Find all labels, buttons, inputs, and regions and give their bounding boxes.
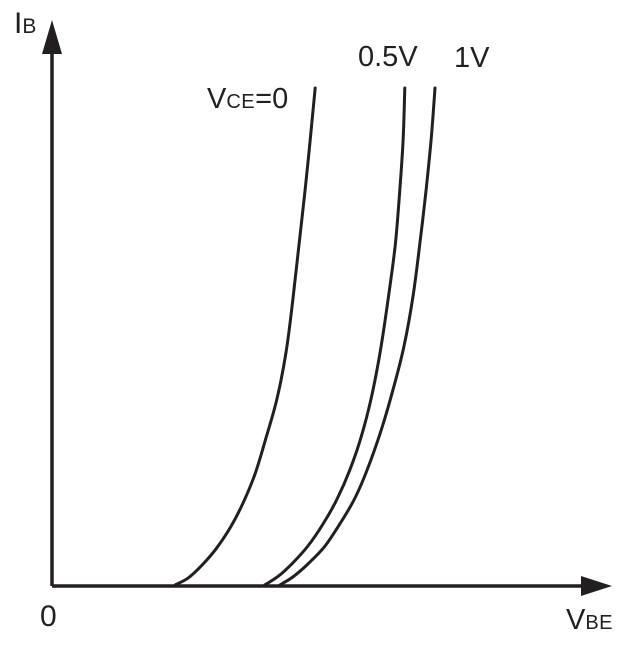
origin-label: 0 xyxy=(40,600,57,633)
curve-label-vce-1v-text: 1V xyxy=(454,42,490,74)
y-axis-label-main: I xyxy=(14,7,23,40)
curve-label-vce-0-post: =0 xyxy=(255,83,289,115)
y-axis-arrow xyxy=(42,20,62,54)
y-axis-label: IB xyxy=(14,7,37,40)
curve-label-vce-0p5v-text: 0.5V xyxy=(358,41,418,73)
curve-vce-0 xyxy=(173,86,317,587)
curve-label-vce-0: VCE=0 xyxy=(207,83,289,116)
origin-label-text: 0 xyxy=(40,600,57,633)
x-axis-arrow xyxy=(581,576,612,596)
x-axis-label-subscript: BE xyxy=(585,612,614,634)
y-axis-label-subscript: B xyxy=(22,15,37,38)
curve-vce-0p5v xyxy=(263,86,407,587)
curve-label-vce-0p5v: 0.5V xyxy=(358,41,418,74)
curve-vce-1v xyxy=(278,86,437,587)
curve-label-vce-0-pre: V xyxy=(207,83,227,115)
curve-label-vce-0-subscript: CE xyxy=(226,91,256,113)
curve-label-vce-1v: 1V xyxy=(454,42,490,75)
x-axis-label-main: V xyxy=(566,604,586,636)
x-axis-label: VBE xyxy=(566,604,614,637)
